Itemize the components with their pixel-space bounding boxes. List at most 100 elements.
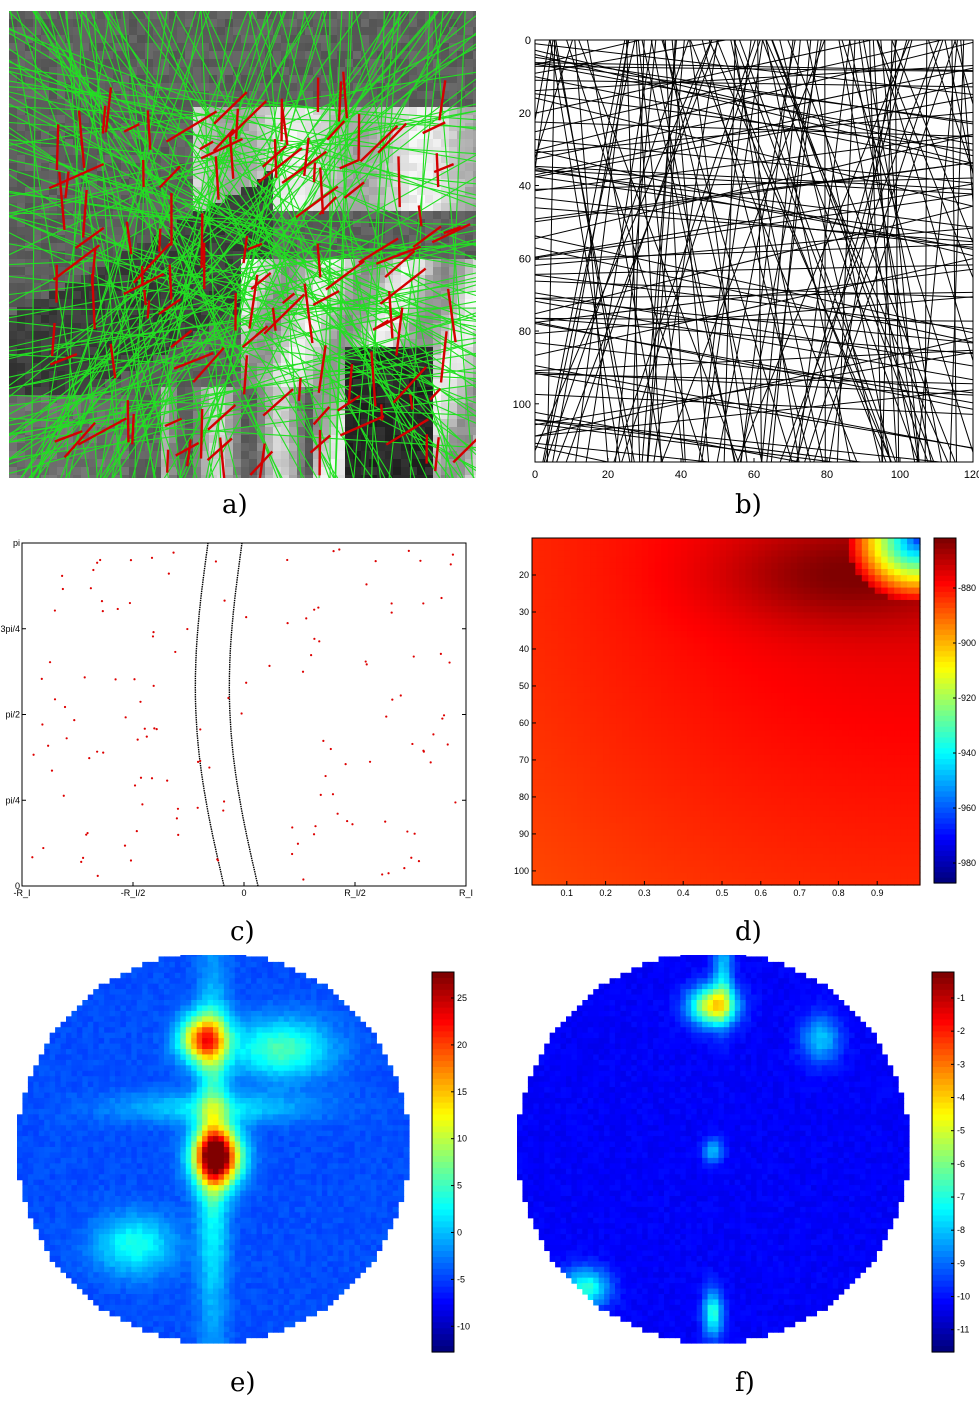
point (139, 776, 143, 779)
point (222, 800, 226, 803)
y-tick-label: 90 (519, 829, 529, 839)
red-segment (48, 162, 105, 190)
red-segment (49, 353, 78, 366)
x-tick-label: 40 (675, 469, 687, 481)
point (403, 867, 406, 870)
chart-line (553, 40, 635, 462)
red-segment (358, 237, 399, 264)
red-segment (388, 290, 394, 339)
point (286, 558, 289, 562)
red-segment (214, 156, 220, 200)
x-tick-label: 120 (964, 469, 979, 481)
chart-line (535, 40, 554, 174)
point (322, 739, 325, 742)
red-segment (158, 228, 162, 252)
point (208, 766, 211, 769)
red-segment (319, 167, 325, 215)
red-segment (218, 437, 226, 478)
point (406, 830, 409, 833)
red-segment (317, 345, 327, 393)
point (141, 803, 144, 806)
chart-line (535, 43, 973, 96)
red-segment (81, 189, 88, 238)
chart-line (535, 264, 973, 275)
green-line (9, 71, 476, 417)
chart-line (535, 268, 973, 323)
red-segment (303, 283, 314, 344)
green-line (102, 11, 451, 478)
point (81, 856, 85, 859)
chart-line (552, 40, 630, 462)
colorbar-tick-label: -1 (957, 993, 965, 1003)
red-segment (146, 110, 152, 150)
red-points (31, 548, 457, 881)
point (50, 769, 54, 772)
chart-line (653, 40, 718, 462)
point (153, 727, 156, 730)
y-tick-label: 20 (519, 108, 531, 120)
red-segment (273, 139, 278, 178)
green-line (9, 320, 476, 374)
red-segment (104, 87, 113, 133)
chart-line (765, 40, 949, 462)
green-line (184, 11, 391, 478)
green-line (9, 106, 476, 128)
red-segment (199, 140, 214, 151)
point (31, 856, 34, 859)
y-tick-label: pi/2 (5, 710, 20, 720)
red-segment (375, 245, 422, 265)
chart-line (535, 280, 973, 298)
point (442, 714, 446, 717)
colorbar-tick-label: -7 (957, 1192, 965, 1202)
point (368, 760, 372, 763)
red-segment (295, 185, 339, 219)
point (448, 661, 451, 664)
point (223, 599, 226, 602)
point (152, 684, 155, 687)
point (129, 559, 133, 562)
point (47, 744, 50, 747)
point (166, 779, 169, 782)
point (268, 664, 271, 667)
point (136, 738, 139, 741)
point (441, 717, 444, 720)
green-line (58, 11, 198, 478)
green-line (208, 11, 295, 478)
green-line (9, 307, 476, 311)
green-line (28, 11, 440, 478)
chart-line (535, 297, 973, 344)
red-segment (175, 441, 200, 457)
green-line (9, 290, 476, 352)
chart-line (671, 40, 710, 462)
green-line (409, 11, 431, 478)
chart-line (542, 40, 626, 462)
point (227, 696, 230, 700)
x-tick-label: -R_I/2 (121, 888, 146, 898)
colorbar-tick-label: -3 (957, 1059, 965, 1069)
green-line (9, 78, 476, 436)
chart-line (535, 63, 973, 145)
chart-line (757, 40, 762, 462)
red-segment (200, 137, 244, 160)
x-tick-label: 0.5 (716, 888, 729, 898)
caption-a: a) (222, 490, 248, 520)
chart-line (543, 40, 636, 462)
point (73, 719, 76, 722)
point (313, 637, 316, 640)
heatmap-cells (532, 538, 921, 886)
chart-line (765, 40, 851, 462)
red-segment (452, 438, 476, 464)
chart-line (641, 40, 736, 462)
caption-b: b) (735, 490, 762, 520)
y-tick-label: 40 (519, 644, 529, 654)
caption-e: e) (230, 1368, 256, 1398)
red-segment (312, 289, 340, 306)
point (245, 615, 248, 619)
point (167, 572, 170, 575)
chart-line (858, 40, 919, 462)
y-tick-label: pi (13, 538, 20, 548)
chart-line (535, 133, 973, 240)
red-segment (376, 314, 403, 330)
point (417, 859, 421, 863)
point (301, 670, 305, 673)
